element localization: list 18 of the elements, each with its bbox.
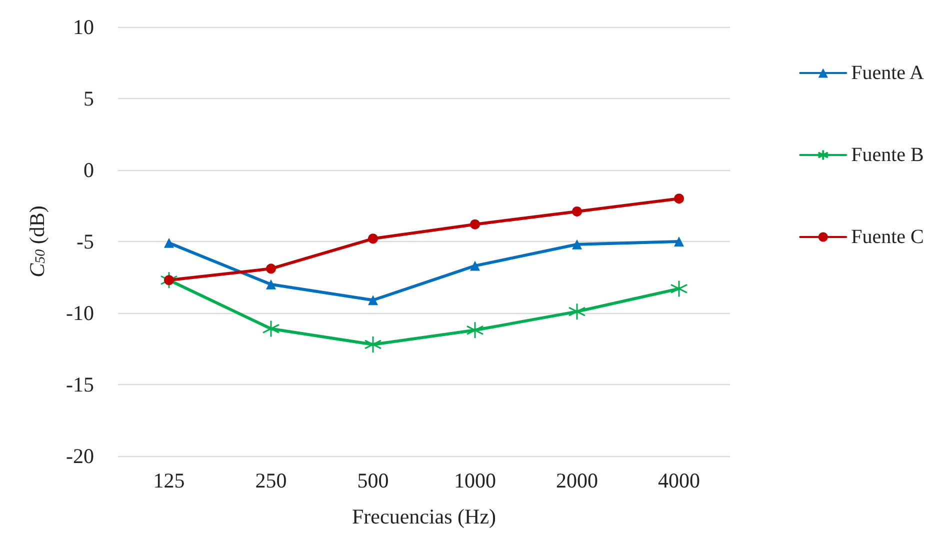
x-tick-label: 250 xyxy=(255,468,287,492)
y-tick-label: -15 xyxy=(66,372,94,396)
y-axis-title: C50 (dB) xyxy=(25,206,49,278)
y-tick-label: -10 xyxy=(66,301,94,325)
legend-label: Fuente B xyxy=(851,144,924,166)
y-tick-label: 5 xyxy=(84,86,94,110)
y-tick-label: -20 xyxy=(66,444,94,468)
x-tick-label: 2000 xyxy=(556,468,598,492)
y-tick-label: 0 xyxy=(84,158,94,182)
x-tick-label: 4000 xyxy=(658,468,700,492)
x-tick-label: 1000 xyxy=(454,468,496,492)
y-tick-label: 10 xyxy=(73,15,94,39)
x-tick-label: 500 xyxy=(357,468,389,492)
legend-label: Fuente A xyxy=(851,62,924,84)
x-tick-label: 125 xyxy=(153,468,185,492)
x-axis-title: Frecuencias (Hz) xyxy=(352,504,496,528)
y-tick-label: -5 xyxy=(76,230,94,254)
legend-label: Fuente C xyxy=(851,226,924,248)
